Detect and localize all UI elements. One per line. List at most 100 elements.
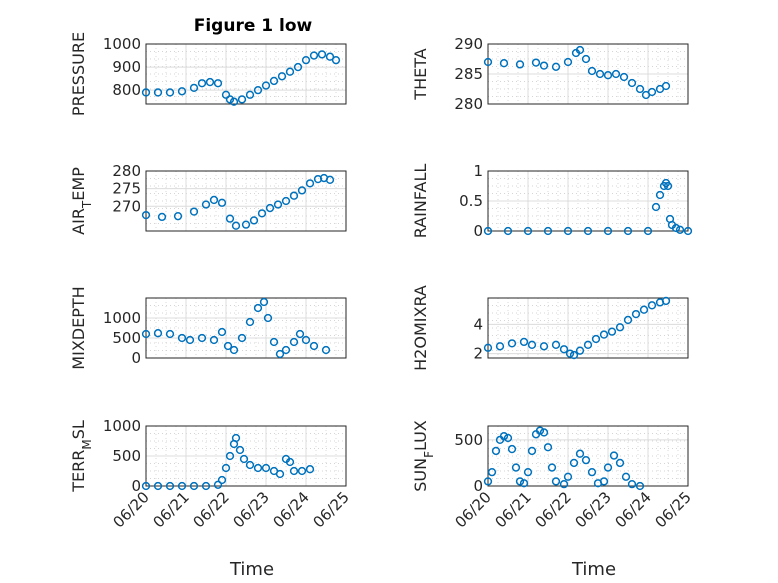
pressure-data-point [285, 67, 295, 76]
rainfall-data-point [683, 226, 693, 236]
sun_flux-data-point [543, 443, 553, 452]
h2omixra-data-point [565, 349, 575, 358]
rainfall-data-point [563, 226, 573, 236]
theta-data-point [515, 60, 525, 69]
sun_flux-data-point [635, 481, 645, 491]
air_temp-data-point [209, 195, 219, 205]
terr_msl-data-point [221, 463, 231, 473]
mixdepth-data-point [177, 333, 187, 343]
sun_flux-data-point [503, 433, 513, 443]
air_temp-data-point [281, 196, 291, 206]
air_temp-data-point [289, 191, 299, 200]
h2omixra-y-tick-label: 4 [473, 315, 483, 333]
h2omixra-subplot: 2 4 H2OMIXRA [411, 285, 689, 371]
theta-axes-frame [487, 43, 689, 105]
h2omixra-data-point [591, 334, 601, 344]
theta-data-point [647, 87, 657, 97]
theta-data-point [595, 69, 605, 79]
sun_flux-data-point [621, 472, 631, 481]
h2omixra-data-point [647, 301, 657, 310]
mixdepth-data-point [141, 329, 151, 339]
sun_flux-y-tick-label: 500 [454, 431, 483, 449]
theta-y-tick-label: 280 [454, 95, 483, 113]
sun_flux-x-tick-label: 06/22 [532, 488, 575, 531]
terr_msl-data-point [245, 460, 255, 470]
h2omixra-data-point [483, 343, 493, 352]
theta-data-point [587, 66, 597, 76]
theta-y-tick-label: 290 [454, 35, 483, 53]
h2omixra-data-point [527, 340, 537, 349]
sun_flux-y-axis-label: SUNFLUX [411, 420, 436, 492]
terr_msl-data-point [289, 466, 299, 476]
theta-data-point [575, 45, 585, 55]
rainfall-y-axis-label: RAINFALL [411, 164, 430, 239]
sun_flux-x-tick-label: 06/24 [612, 488, 655, 531]
mixdepth-data-point [185, 335, 195, 345]
air_temp-data-point [257, 209, 267, 218]
theta-data-point [531, 58, 541, 67]
mixdepth-data-point [259, 297, 269, 307]
mixdepth-data-point [245, 317, 255, 327]
mixdepth-y-tick-label: 500 [112, 329, 141, 347]
pressure-data-point [253, 86, 263, 95]
terr_msl-data-point [213, 480, 223, 489]
air_temp-data-point [265, 203, 275, 213]
pressure-data-point [197, 79, 207, 88]
sun_flux-axes-frame [487, 425, 689, 487]
air_temp-data-point [273, 200, 283, 209]
terr_msl-x-tick-label: 06/21 [150, 488, 193, 531]
h2omixra-data-point [639, 305, 649, 314]
sun_flux-data-point [547, 463, 557, 472]
pressure-data-point [213, 79, 223, 88]
theta-y-tick-label: 285 [454, 65, 483, 83]
theta-data-point [483, 57, 493, 67]
rainfall-data-point [671, 223, 681, 233]
rainfall-data-point [483, 226, 493, 236]
mixdepth-data-point [275, 349, 285, 359]
sun_flux-data-point [523, 468, 533, 477]
mixdepth-data-point [209, 335, 219, 345]
pressure-data-point [309, 51, 319, 60]
sun_flux-data-point [499, 432, 509, 441]
rainfall-y-tick-label: 1 [473, 162, 483, 180]
rainfall-data-point [583, 226, 593, 236]
mixdepth-data-point [281, 345, 291, 355]
mixdepth-data-point [263, 313, 273, 323]
h2omixra-data-point [599, 330, 609, 339]
terr_msl-data-point [285, 457, 295, 467]
rainfall-y-tick-label: 0.5 [459, 192, 483, 210]
mixdepth-data-point [321, 345, 331, 355]
mixdepth-data-point [229, 345, 239, 355]
sun_flux-x-tick-label: 06/21 [492, 488, 535, 531]
sun_flux-data-point [515, 477, 525, 486]
air_temp-data-point [305, 179, 315, 188]
sun_flux-data-point [575, 449, 585, 458]
sun_flux-data-point [581, 456, 591, 465]
sun_flux-data-point [551, 477, 561, 486]
sun_flux-data-point [609, 451, 619, 460]
pressure-data-point [141, 88, 151, 97]
mixdepth-y-axis-label: MIXDEPTH [69, 286, 88, 369]
sun_flux-data-point [615, 458, 625, 468]
air_temp-data-point [217, 198, 227, 207]
pressure-y-tick-label: 900 [112, 58, 141, 76]
x-axis-label-right: Time [571, 559, 616, 580]
sun_flux-data-point [627, 480, 637, 489]
pressure-subplot: 800 900 1000 PRESSURE [69, 32, 347, 116]
sun_flux-data-point [511, 463, 521, 472]
air_temp-data-point [189, 207, 199, 216]
pressure-data-point [317, 50, 327, 59]
h2omixra-data-point [615, 323, 625, 332]
terr_msl-data-point [189, 481, 199, 491]
terr_msl-y-axis-label: TERRMSL [69, 420, 94, 493]
terr_msl-data-point [297, 466, 307, 476]
mixdepth-data-point [301, 335, 311, 345]
sun_flux-data-point [587, 468, 597, 477]
rainfall-axes-frame [487, 170, 689, 232]
terr_msl-data-point [217, 475, 227, 485]
sun_flux-data-point [599, 477, 609, 486]
mixdepth-data-point [269, 337, 279, 347]
